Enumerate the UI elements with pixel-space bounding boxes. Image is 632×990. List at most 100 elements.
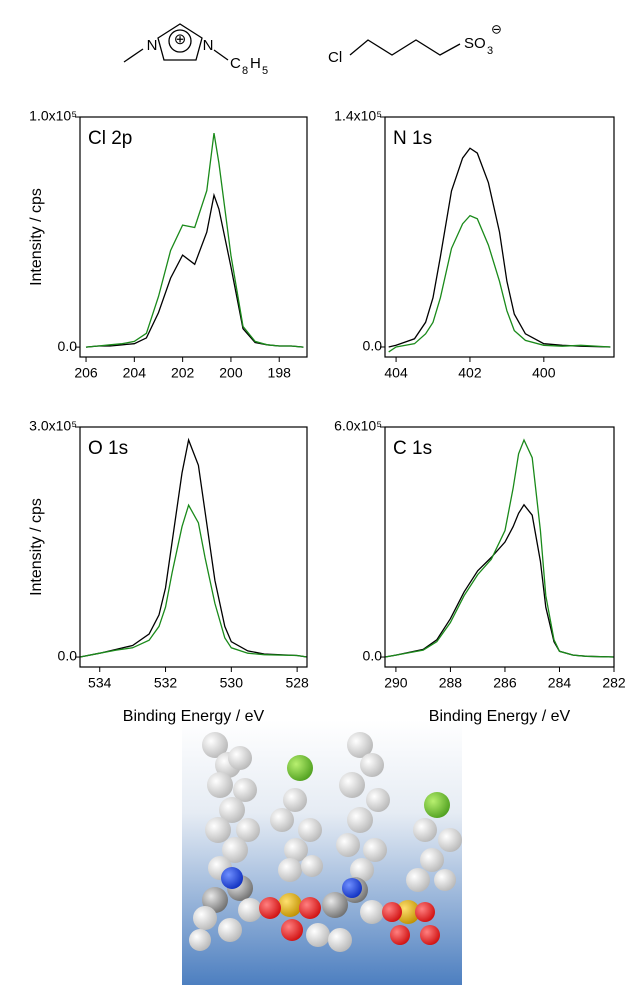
atom-sphere bbox=[306, 923, 330, 947]
atom-sphere bbox=[278, 858, 302, 882]
bond bbox=[213, 49, 229, 61]
spectrum-line bbox=[80, 503, 307, 658]
x-tick-label: 532 bbox=[154, 675, 178, 691]
atom-sphere bbox=[382, 902, 402, 922]
spectrum-line bbox=[388, 147, 611, 348]
atom-sphere bbox=[420, 848, 444, 872]
atom-sphere bbox=[218, 918, 242, 942]
atom-sphere bbox=[301, 855, 323, 877]
chain bbox=[349, 39, 461, 56]
x-tick-label: 290 bbox=[384, 675, 408, 691]
y-tick-label: 0.0 bbox=[58, 338, 78, 354]
spectrum-line bbox=[80, 437, 307, 658]
x-tick-label: 530 bbox=[220, 675, 244, 691]
atom-sphere bbox=[219, 797, 245, 823]
atom-sphere bbox=[205, 817, 231, 843]
plot-frame bbox=[79, 426, 308, 668]
y-tick-label: 1.0x10⁵ bbox=[29, 108, 77, 124]
charge: ⊖ bbox=[491, 21, 502, 36]
subscript: 8 bbox=[242, 65, 248, 77]
plot-frame bbox=[384, 116, 615, 358]
y-tick-label: 3.0x10⁵ bbox=[29, 418, 77, 434]
atom-sphere bbox=[281, 919, 303, 941]
atom-sphere bbox=[415, 902, 435, 922]
atom-sphere bbox=[390, 925, 410, 945]
x-tick-label: 282 bbox=[602, 675, 626, 691]
atom-sphere bbox=[328, 928, 352, 952]
atom: N bbox=[147, 37, 158, 54]
x-tick-label: 206 bbox=[74, 365, 98, 381]
y-axis-label: Intensity / cps bbox=[28, 188, 45, 286]
atom-sphere bbox=[438, 828, 462, 852]
x-tick-label: 286 bbox=[493, 675, 517, 691]
x-tick-label: 204 bbox=[123, 365, 147, 381]
atom-sphere bbox=[221, 867, 243, 889]
plot-frame bbox=[79, 116, 308, 358]
ring-circle bbox=[168, 29, 192, 53]
x-tick-label: 528 bbox=[285, 675, 309, 691]
atom: Cl bbox=[328, 49, 342, 66]
atom-sphere bbox=[238, 898, 262, 922]
subscript: 3 bbox=[487, 45, 493, 57]
x-tick-label: 198 bbox=[268, 365, 292, 381]
panel-title: N 1s bbox=[393, 128, 432, 149]
atom: H bbox=[250, 55, 261, 72]
atom-sphere bbox=[350, 858, 374, 882]
panel-title: C 1s bbox=[393, 438, 432, 459]
molecular-model bbox=[182, 720, 462, 985]
y-axis-label: Intensity / cps bbox=[28, 498, 45, 596]
spectrum-line bbox=[85, 132, 304, 348]
atom-sphere bbox=[342, 878, 362, 898]
x-tick-label: 534 bbox=[88, 675, 112, 691]
atom-sphere bbox=[347, 732, 373, 758]
spectrum-line bbox=[385, 503, 614, 658]
subscript: 5 bbox=[262, 65, 268, 77]
atom-sphere bbox=[222, 837, 248, 863]
x-tick-label: 202 bbox=[171, 365, 195, 381]
atom-sphere bbox=[360, 753, 384, 777]
x-tick-label: 284 bbox=[548, 675, 572, 691]
structures bbox=[123, 23, 461, 63]
atom-sphere bbox=[284, 838, 308, 862]
bond bbox=[123, 48, 144, 63]
atom-sphere bbox=[339, 772, 365, 798]
spectrum-line bbox=[388, 214, 611, 353]
atom-sphere bbox=[202, 887, 228, 913]
y-tick-label: 0.0 bbox=[58, 648, 78, 664]
atom-sphere bbox=[420, 925, 440, 945]
atom-sphere bbox=[287, 755, 313, 781]
atom-sphere bbox=[259, 897, 281, 919]
atom-sphere bbox=[366, 788, 390, 812]
atom-sphere bbox=[363, 838, 387, 862]
atom-sphere bbox=[434, 869, 456, 891]
atom-sphere bbox=[347, 807, 373, 833]
atom-sphere bbox=[202, 732, 228, 758]
atom-sphere bbox=[278, 893, 302, 917]
x-tick-label: 402 bbox=[458, 365, 482, 381]
spectrum-line bbox=[85, 192, 304, 348]
x-tick-label: 200 bbox=[219, 365, 243, 381]
atom-sphere bbox=[322, 892, 348, 918]
atom-sphere bbox=[396, 900, 420, 924]
atom-sphere bbox=[360, 900, 384, 924]
atom-sphere bbox=[207, 772, 233, 798]
y-tick-label: 0.0 bbox=[363, 648, 383, 664]
ring bbox=[157, 23, 203, 61]
panel-title: O 1s bbox=[88, 438, 128, 459]
x-tick-label: 288 bbox=[439, 675, 463, 691]
charge: ⊕ bbox=[174, 31, 187, 48]
y-tick-label: 0.0 bbox=[363, 338, 383, 354]
atom-sphere bbox=[299, 897, 321, 919]
atom-sphere bbox=[228, 746, 252, 770]
group: SO bbox=[464, 35, 486, 52]
atom-sphere bbox=[406, 868, 430, 892]
y-tick-label: 1.4x10⁵ bbox=[334, 108, 382, 124]
x-tick-label: 404 bbox=[384, 365, 408, 381]
atom-sphere bbox=[298, 818, 322, 842]
spectrum-line bbox=[385, 438, 614, 658]
atom-sphere bbox=[189, 929, 211, 951]
atom-sphere bbox=[336, 833, 360, 857]
atom-sphere bbox=[236, 818, 260, 842]
plot-frame bbox=[384, 426, 615, 668]
